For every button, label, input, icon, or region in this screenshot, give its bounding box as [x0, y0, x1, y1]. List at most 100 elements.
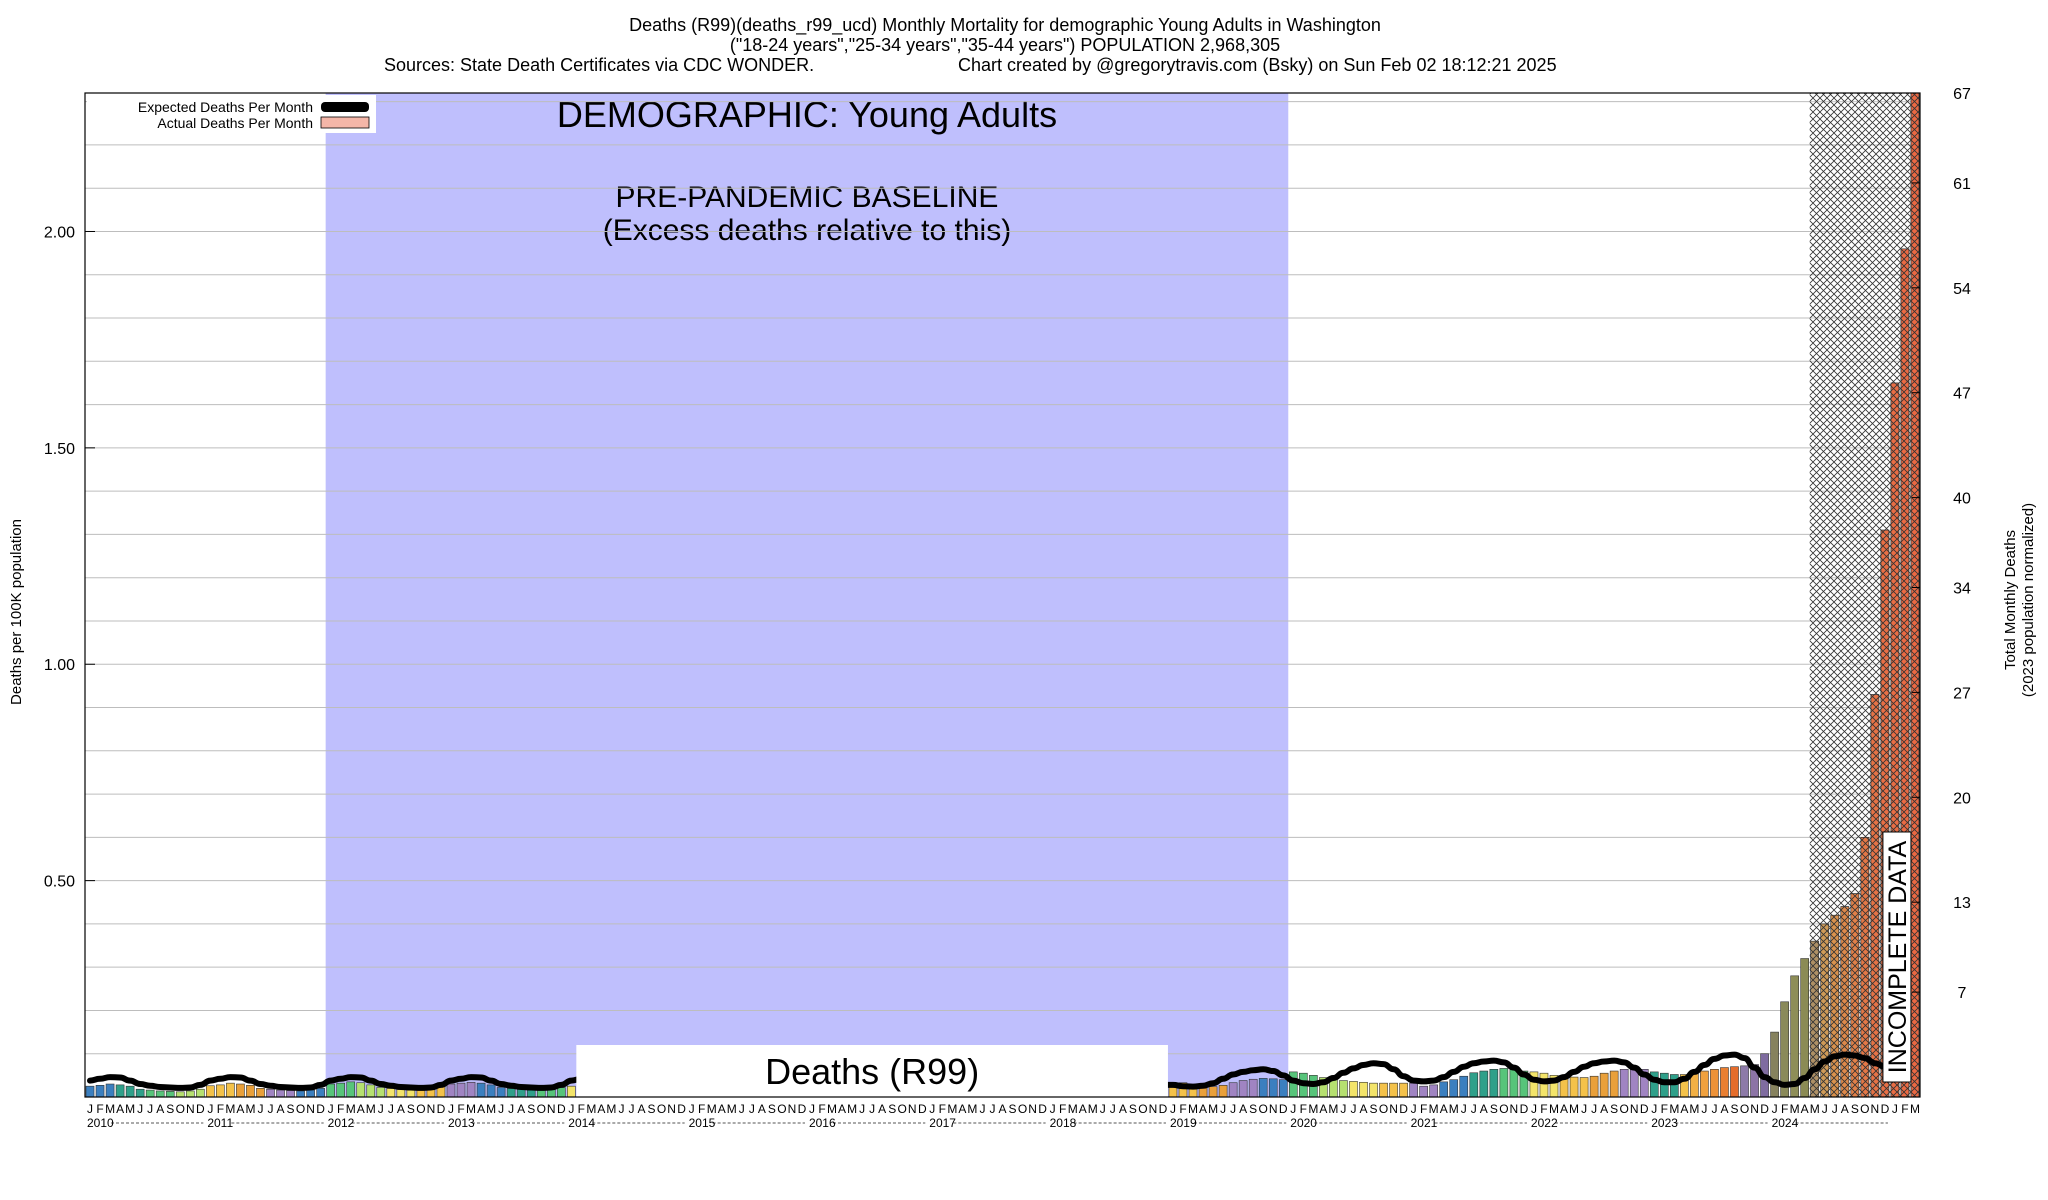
x-tick-month: A — [156, 1102, 164, 1116]
x-tick-year: 2020 — [1290, 1116, 1317, 1130]
x-tick-month: N — [1510, 1102, 1519, 1116]
bar-hatch — [1840, 906, 1850, 1098]
bar — [1569, 1076, 1579, 1098]
x-tick-month: S — [648, 1102, 656, 1116]
x-tick-month: A — [1560, 1102, 1568, 1116]
bar — [376, 1087, 386, 1098]
x-tick-month: J — [1100, 1102, 1106, 1116]
bar — [506, 1088, 516, 1098]
bar — [1449, 1079, 1459, 1098]
x-tick-month: J — [809, 1102, 815, 1116]
x-tick-month: N — [1630, 1102, 1639, 1116]
x-tick-month: M — [245, 1102, 255, 1116]
bar — [567, 1085, 576, 1098]
x-tick-month: D — [918, 1102, 927, 1116]
bar — [1599, 1072, 1609, 1098]
y2-tick-label: 27 — [1953, 685, 1971, 702]
x-tick-month: J — [388, 1102, 394, 1116]
bar — [256, 1088, 265, 1098]
x-tick-year: 2016 — [809, 1116, 836, 1130]
y-axis-label: Deaths per 100K population — [8, 519, 25, 705]
bar — [145, 1089, 155, 1098]
x-tick-month: M — [1208, 1102, 1218, 1116]
x-tick-month: N — [788, 1102, 797, 1116]
x-tick-month: A — [1680, 1102, 1688, 1116]
legend-swatch-expected — [321, 102, 369, 112]
y-tick-label: 1.00 — [44, 657, 75, 674]
y2-tick-label: 54 — [1953, 281, 1971, 298]
bar — [386, 1088, 396, 1098]
bar — [1710, 1069, 1719, 1098]
x-tick-month: O — [777, 1102, 786, 1116]
bar — [1670, 1074, 1679, 1098]
x-tick-month: J — [859, 1102, 865, 1116]
x-tick-month: D — [1760, 1102, 1769, 1116]
x-tick-month: M — [1910, 1102, 1920, 1116]
bar — [456, 1082, 466, 1098]
x-tick-month: N — [427, 1102, 436, 1116]
x-tick-month: F — [1540, 1102, 1547, 1116]
x-tick-month: F — [96, 1102, 103, 1116]
x-tick-month: M — [486, 1102, 496, 1116]
x-tick-year: 2021 — [1411, 1116, 1438, 1130]
x-tick-year: 2011 — [207, 1116, 233, 1130]
bar — [496, 1087, 506, 1098]
bar — [326, 1083, 335, 1098]
x-tick-month: M — [586, 1102, 596, 1116]
bar-hatch — [1820, 923, 1830, 1098]
x-tick-month: A — [517, 1102, 525, 1116]
bar — [1228, 1082, 1238, 1098]
x-tick-month: J — [1471, 1102, 1477, 1116]
x-tick-month: A — [1440, 1102, 1448, 1116]
x-tick-month: A — [597, 1102, 605, 1116]
bar — [1459, 1075, 1469, 1098]
x-tick-month: O — [176, 1102, 185, 1116]
x-tick-month: J — [1711, 1102, 1717, 1116]
x-tick-month: A — [1841, 1102, 1849, 1116]
x-tick-month: J — [1170, 1102, 1176, 1116]
y2-tick-label: 47 — [1953, 386, 1971, 403]
bar — [296, 1090, 305, 1098]
bar — [1278, 1079, 1288, 1098]
x-tick-month: N — [1750, 1102, 1759, 1116]
x-tick-month: M — [1449, 1102, 1459, 1116]
x-tick-month: M — [1549, 1102, 1559, 1116]
x-tick-month: D — [1640, 1102, 1649, 1116]
x-tick-month: A — [1079, 1102, 1087, 1116]
x-tick-month: O — [1620, 1102, 1629, 1116]
bar — [1399, 1082, 1408, 1098]
x-tick-month: A — [357, 1102, 365, 1116]
x-tick-month: F — [1901, 1102, 1908, 1116]
bar-hatch — [1910, 92, 1920, 1098]
bar — [1740, 1065, 1749, 1098]
x-tick-month: O — [416, 1102, 425, 1116]
y-tick-label: 2.00 — [44, 224, 75, 241]
x-tick-month: S — [527, 1102, 535, 1116]
bar — [486, 1084, 496, 1098]
x-tick-month: M — [606, 1102, 616, 1116]
bar — [1369, 1082, 1378, 1098]
bar — [1359, 1081, 1368, 1098]
incomplete-data-label: INCOMPLETE DATA — [1882, 831, 1912, 1083]
y2-tick-label: 34 — [1953, 581, 1971, 598]
bar-hatch — [1850, 893, 1860, 1098]
x-tick-month: J — [1651, 1102, 1657, 1116]
x-tick-month: J — [979, 1102, 985, 1116]
bar — [306, 1089, 315, 1098]
x-tick-month: S — [287, 1102, 295, 1116]
x-tick-month: N — [1149, 1102, 1158, 1116]
bar — [1509, 1069, 1519, 1098]
x-tick-month: M — [466, 1102, 476, 1116]
bar — [1790, 975, 1799, 1098]
x-tick-month: A — [718, 1102, 726, 1116]
x-tick-month: J — [1220, 1102, 1226, 1116]
bar-hatch — [1830, 914, 1840, 1098]
x-tick-month: A — [958, 1102, 966, 1116]
bar — [1288, 1071, 1298, 1098]
bar — [266, 1088, 275, 1098]
x-tick-month: D — [557, 1102, 566, 1116]
x-tick-month: J — [1591, 1102, 1597, 1116]
bar — [1499, 1068, 1509, 1098]
x-tick-year: 2018 — [1050, 1116, 1077, 1130]
